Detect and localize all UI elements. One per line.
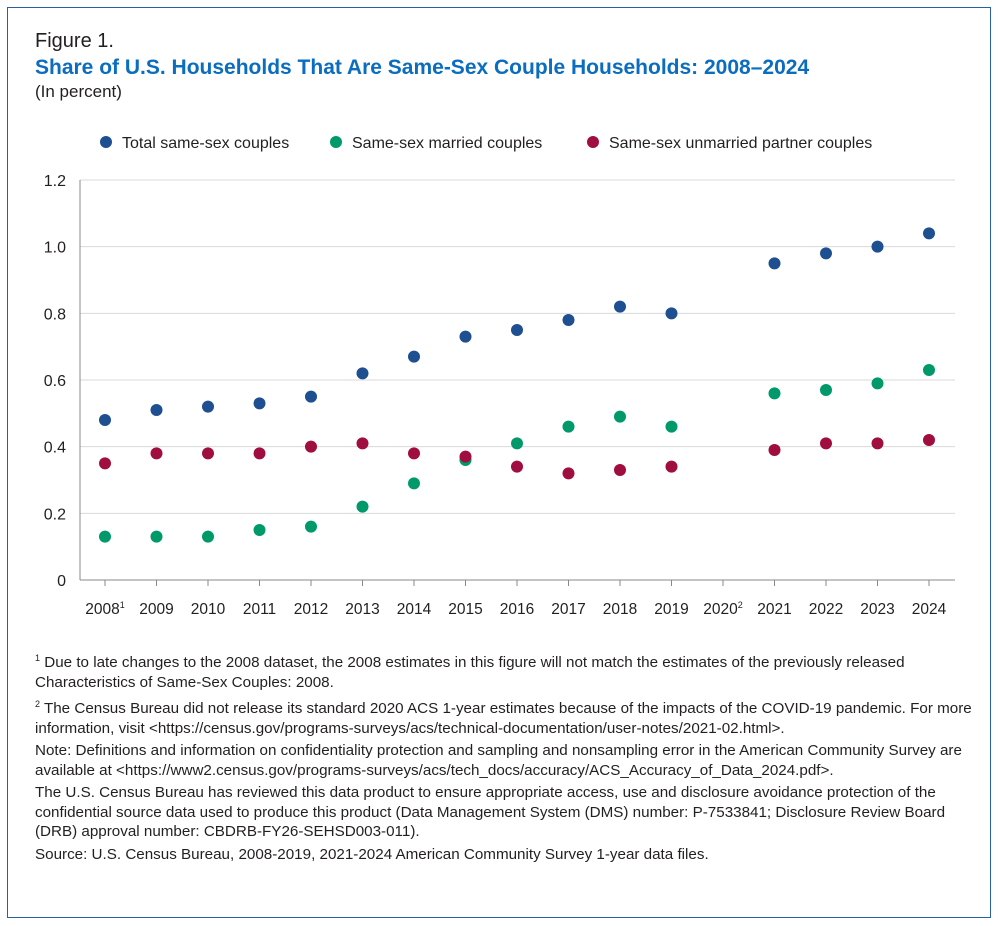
data-point bbox=[820, 437, 832, 450]
x-tick-label: 2009 bbox=[139, 601, 173, 618]
data-point bbox=[820, 247, 832, 260]
x-tick-label: 2012 bbox=[294, 601, 328, 618]
x-tick-label: 2010 bbox=[191, 601, 226, 618]
y-tick-label: 0.6 bbox=[44, 373, 66, 390]
data-point bbox=[923, 227, 935, 240]
footnote: Source: U.S. Census Bureau, 2008-2019, 2… bbox=[35, 845, 709, 863]
data-point bbox=[459, 450, 472, 463]
x-tick-label: 2021 bbox=[757, 601, 791, 618]
x-tick-label: 2019 bbox=[654, 601, 688, 618]
data-point bbox=[356, 437, 369, 450]
footnote: Note: Definitions and information on con… bbox=[35, 742, 962, 779]
y-tick-label: 1.0 bbox=[44, 240, 66, 257]
legend-label: Same-sex married couples bbox=[352, 135, 542, 152]
x-tick-label: 2011 bbox=[243, 601, 276, 618]
x-tick-label: 2018 bbox=[603, 601, 637, 618]
footnote: The U.S. Census Bureau has reviewed this… bbox=[35, 784, 946, 841]
data-point bbox=[820, 384, 832, 396]
data-point bbox=[665, 460, 678, 473]
chart-title: Share of U.S. Households That Are Same-S… bbox=[35, 56, 810, 79]
data-point bbox=[202, 400, 214, 413]
data-point bbox=[923, 434, 935, 446]
x-tick-label: 2023 bbox=[860, 601, 894, 618]
x-tick-label: 2016 bbox=[500, 601, 534, 618]
data-point bbox=[562, 420, 575, 433]
y-tick-label: 1.2 bbox=[44, 173, 66, 190]
data-point bbox=[871, 240, 884, 253]
data-point bbox=[150, 404, 163, 416]
data-point bbox=[253, 447, 266, 460]
data-point bbox=[871, 437, 884, 450]
data-point bbox=[202, 530, 214, 543]
data-point bbox=[305, 390, 317, 403]
data-point bbox=[202, 447, 214, 460]
data-point bbox=[665, 307, 678, 320]
data-point bbox=[511, 324, 523, 336]
y-tick-label: 0 bbox=[57, 573, 66, 590]
data-point bbox=[408, 447, 420, 460]
legend-label: Same-sex unmarried partner couples bbox=[609, 135, 872, 152]
data-point bbox=[665, 420, 678, 433]
data-point bbox=[459, 330, 472, 343]
data-point bbox=[614, 410, 626, 423]
data-point bbox=[408, 350, 420, 363]
legend-marker bbox=[330, 136, 342, 148]
data-point bbox=[150, 447, 163, 460]
legend-label: Total same-sex couples bbox=[122, 135, 289, 152]
data-point bbox=[614, 300, 626, 313]
data-point bbox=[614, 464, 626, 476]
x-tick-label: 2013 bbox=[345, 601, 379, 618]
data-point bbox=[923, 364, 935, 376]
y-tick-label: 0.8 bbox=[44, 306, 66, 323]
data-point bbox=[408, 477, 420, 490]
data-point bbox=[768, 444, 781, 456]
data-point bbox=[253, 397, 266, 410]
chart-subtitle: (In percent) bbox=[35, 82, 122, 101]
data-point bbox=[99, 530, 111, 543]
x-tick-label: 20202 bbox=[703, 600, 743, 618]
footnote: 1 Due to late changes to the 2008 datase… bbox=[35, 653, 905, 691]
data-point bbox=[562, 314, 575, 326]
data-point bbox=[768, 257, 781, 270]
data-point bbox=[150, 530, 163, 543]
data-point bbox=[511, 437, 523, 450]
legend-marker bbox=[100, 136, 112, 148]
data-point bbox=[356, 500, 369, 513]
data-point bbox=[305, 520, 317, 533]
figure-label: Figure 1. bbox=[35, 30, 114, 52]
data-point bbox=[356, 367, 369, 380]
footnotes: 1 Due to late changes to the 2008 datase… bbox=[35, 649, 975, 867]
data-point bbox=[253, 524, 266, 536]
footnote: 2 The Census Bureau did not release its … bbox=[35, 699, 972, 737]
legend-marker bbox=[587, 136, 599, 148]
scatter-chart: 0 0.2 0.4 0.6 0.8 1.0 1.2 20081 2009 2010 2011 2012… bbox=[44, 135, 955, 618]
data-point bbox=[871, 377, 884, 390]
y-tick-label: 0.4 bbox=[44, 440, 66, 457]
x-tick-label: 2022 bbox=[809, 601, 843, 618]
data-point bbox=[99, 457, 111, 470]
y-tick-label: 0.2 bbox=[44, 506, 66, 523]
data-point bbox=[99, 414, 111, 426]
x-tick-label: 2015 bbox=[448, 601, 482, 618]
x-tick-label: 2017 bbox=[551, 601, 585, 618]
x-tick-label: 2014 bbox=[397, 601, 432, 618]
x-tick-label: 2024 bbox=[912, 601, 947, 618]
data-point bbox=[562, 467, 575, 480]
data-point bbox=[511, 460, 523, 473]
x-tick-label: 20081 bbox=[85, 600, 125, 618]
data-point bbox=[305, 440, 317, 453]
figure-frame bbox=[7, 7, 991, 918]
data-point bbox=[768, 387, 781, 400]
